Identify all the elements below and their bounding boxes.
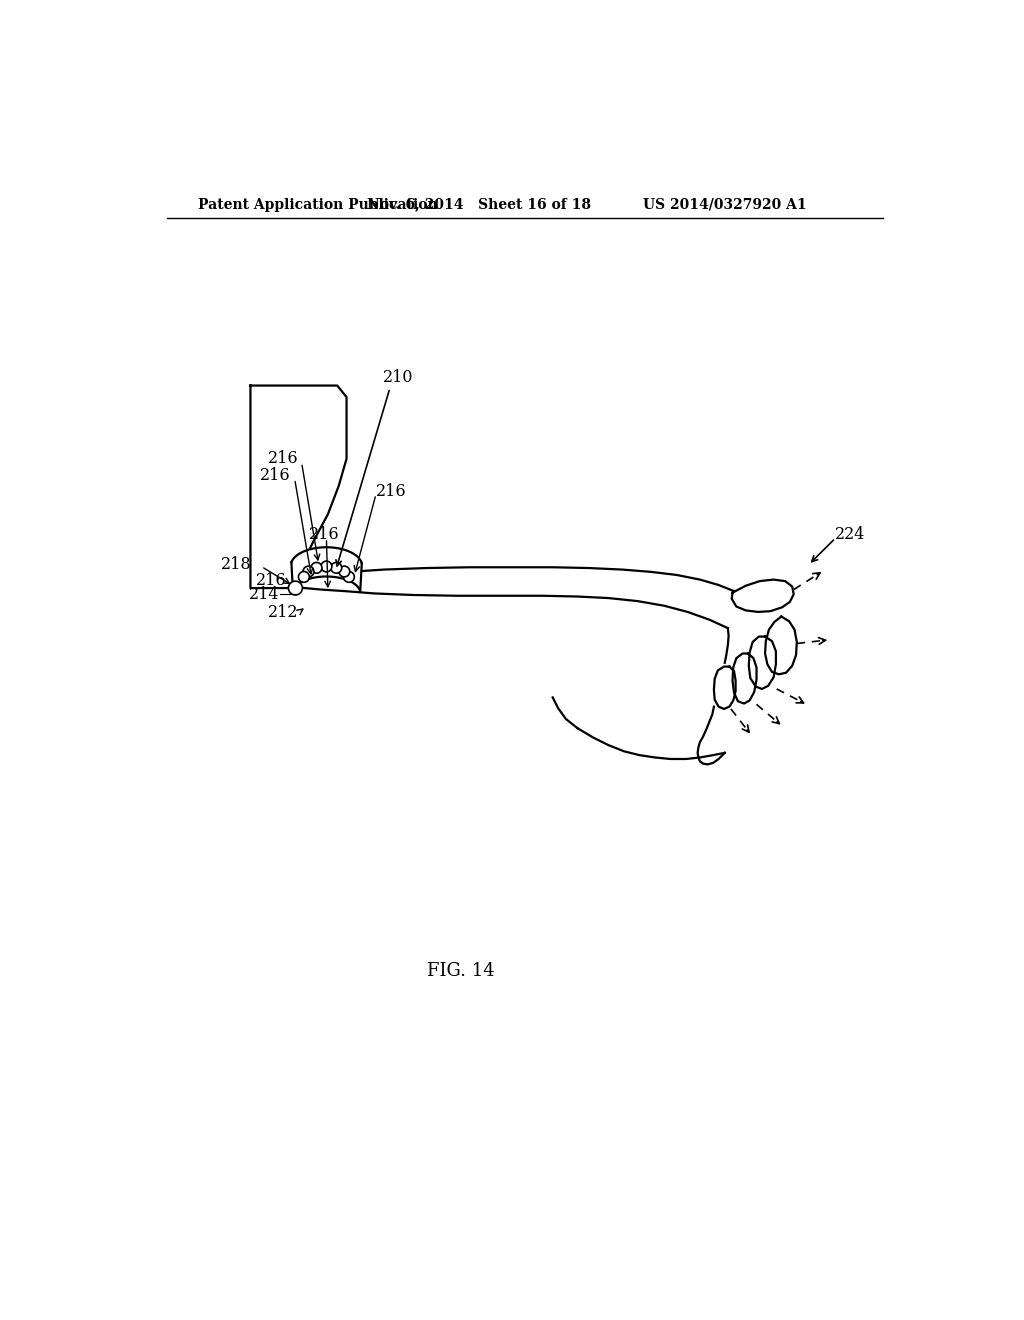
Text: 216: 216 bbox=[376, 483, 407, 499]
Polygon shape bbox=[294, 568, 734, 628]
Text: 216: 216 bbox=[309, 525, 339, 543]
Circle shape bbox=[343, 572, 354, 582]
Text: Patent Application Publication: Patent Application Publication bbox=[198, 198, 437, 211]
Polygon shape bbox=[732, 579, 794, 612]
Text: FIG. 14: FIG. 14 bbox=[427, 962, 495, 979]
Polygon shape bbox=[732, 653, 757, 704]
Polygon shape bbox=[251, 385, 346, 589]
Polygon shape bbox=[714, 667, 735, 709]
Text: US 2014/0327920 A1: US 2014/0327920 A1 bbox=[643, 198, 807, 211]
Polygon shape bbox=[749, 636, 776, 689]
Circle shape bbox=[303, 566, 314, 577]
Circle shape bbox=[331, 562, 342, 573]
Text: 218: 218 bbox=[221, 557, 252, 573]
Circle shape bbox=[339, 566, 350, 577]
Polygon shape bbox=[292, 548, 361, 591]
Text: 214: 214 bbox=[250, 586, 280, 603]
Circle shape bbox=[321, 561, 332, 572]
Text: 216: 216 bbox=[260, 467, 291, 484]
Polygon shape bbox=[765, 616, 797, 675]
Text: 216: 216 bbox=[268, 450, 299, 467]
Text: Nov. 6, 2014   Sheet 16 of 18: Nov. 6, 2014 Sheet 16 of 18 bbox=[367, 198, 591, 211]
Text: 216: 216 bbox=[256, 572, 287, 589]
Circle shape bbox=[298, 572, 309, 582]
Text: 210: 210 bbox=[382, 370, 413, 387]
Circle shape bbox=[289, 581, 302, 595]
Circle shape bbox=[311, 562, 322, 573]
Text: 212: 212 bbox=[268, 605, 299, 622]
Text: 224: 224 bbox=[835, 525, 865, 543]
